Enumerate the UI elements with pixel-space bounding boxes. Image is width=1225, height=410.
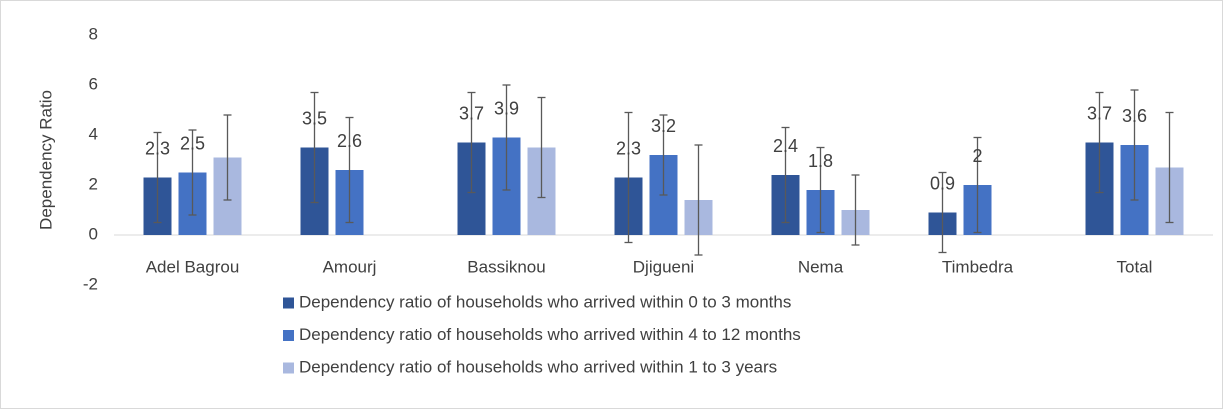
x-tick-label: Djigueni	[633, 257, 694, 276]
error-bar	[502, 84, 511, 191]
error-bar	[1165, 111, 1174, 224]
data-label: 3.7	[459, 103, 484, 123]
data-label: 2.5	[180, 133, 205, 153]
x-tick-label: Nema	[798, 257, 844, 276]
data-label: 2.6	[337, 131, 362, 151]
error-bar	[816, 146, 825, 234]
y-tick-label: 6	[89, 74, 98, 93]
error-bar	[938, 171, 947, 254]
error-bar	[188, 129, 197, 216]
y-tick-label: -2	[83, 274, 98, 293]
error-bar	[694, 144, 703, 256]
error-bar	[973, 136, 982, 234]
error-bar	[310, 91, 319, 204]
data-label: 2	[972, 146, 982, 166]
data-label: 3.9	[494, 98, 519, 118]
legend-label: Dependency ratio of households who arriv…	[299, 325, 801, 344]
x-tick-label: Amourj	[323, 257, 377, 276]
y-tick-label: 0	[89, 224, 98, 243]
legend-swatch	[283, 362, 294, 374]
data-label: 2.4	[773, 136, 798, 156]
legend-label: Dependency ratio of households who arriv…	[299, 292, 791, 311]
data-label: 3.2	[651, 116, 676, 136]
error-bar	[624, 111, 633, 244]
error-bar	[467, 91, 476, 194]
data-label: 1.8	[808, 151, 833, 171]
data-label: 2.3	[616, 138, 641, 158]
data-label: 3.6	[1122, 106, 1147, 126]
error-bar	[153, 131, 162, 224]
error-bar	[851, 174, 860, 246]
y-tick-label: 8	[89, 24, 98, 43]
legend-label: Dependency ratio of households who arriv…	[299, 357, 777, 376]
y-tick-label: 2	[89, 174, 98, 193]
error-bar	[1130, 89, 1139, 201]
error-bar	[223, 114, 232, 201]
data-label: 0.9	[930, 173, 955, 193]
legend-swatch	[283, 297, 294, 309]
data-label: 3.7	[1087, 103, 1112, 123]
x-tick-label: Total	[1117, 257, 1153, 276]
legend-swatch	[283, 330, 294, 341]
x-tick-label: Adel Bagrou	[146, 257, 240, 276]
x-tick-label: Bassiknou	[467, 257, 545, 276]
error-bar	[659, 114, 668, 196]
error-bar	[537, 96, 546, 199]
data-label: 2.3	[145, 138, 170, 158]
data-label: 3.5	[302, 108, 327, 128]
y-tick-label: 4	[89, 124, 98, 143]
x-tick-label: Timbedra	[942, 257, 1014, 276]
error-bar	[781, 126, 790, 224]
error-bar	[345, 116, 354, 224]
error-bar	[1095, 91, 1104, 194]
y-axis-label: Dependency Ratio	[36, 90, 55, 230]
